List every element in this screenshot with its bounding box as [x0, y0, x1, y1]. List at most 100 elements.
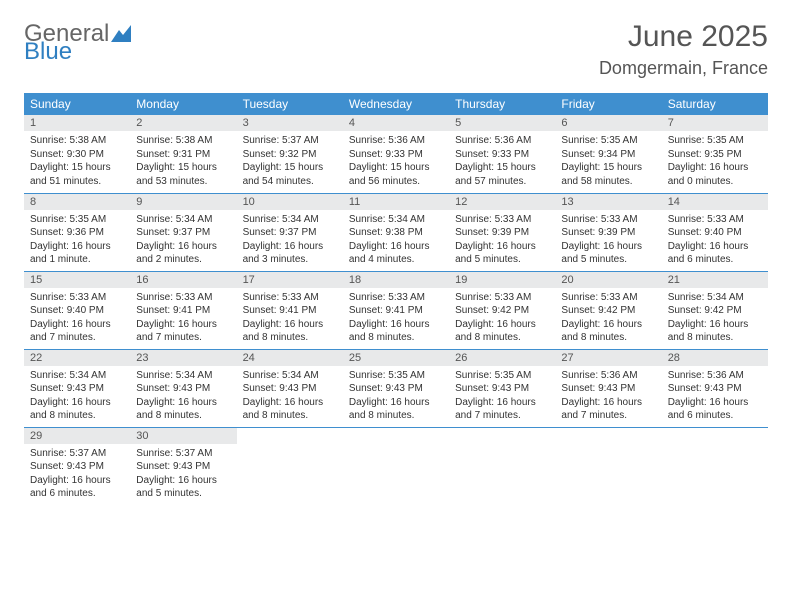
sunrise-text: Sunrise: 5:36 AM	[455, 134, 549, 148]
daylight-text: Daylight: 16 hours and 8 minutes.	[243, 318, 337, 345]
weekday-header: Tuesday	[237, 93, 343, 115]
daylight-text: Daylight: 16 hours and 5 minutes.	[561, 240, 655, 267]
daylight-text: Daylight: 16 hours and 0 minutes.	[668, 161, 762, 188]
day-number: 26	[449, 350, 555, 366]
daylight-text: Daylight: 16 hours and 7 minutes.	[455, 396, 549, 423]
sunrise-text: Sunrise: 5:33 AM	[668, 213, 762, 227]
daylight-text: Daylight: 15 hours and 58 minutes.	[561, 161, 655, 188]
calendar-cell: 6Sunrise: 5:35 AMSunset: 9:34 PMDaylight…	[555, 115, 661, 193]
sunrise-text: Sunrise: 5:33 AM	[349, 291, 443, 305]
sunset-text: Sunset: 9:33 PM	[349, 148, 443, 162]
calendar-cell: 27Sunrise: 5:36 AMSunset: 9:43 PMDayligh…	[555, 349, 661, 427]
location: Domgermain, France	[599, 58, 768, 79]
sunset-text: Sunset: 9:33 PM	[455, 148, 549, 162]
sunrise-text: Sunrise: 5:37 AM	[136, 447, 230, 461]
day-body: Sunrise: 5:34 AMSunset: 9:42 PMDaylight:…	[662, 288, 768, 349]
calendar-cell: 3Sunrise: 5:37 AMSunset: 9:32 PMDaylight…	[237, 115, 343, 193]
day-number: 23	[130, 350, 236, 366]
calendar-cell: 19Sunrise: 5:33 AMSunset: 9:42 PMDayligh…	[449, 271, 555, 349]
daylight-text: Daylight: 15 hours and 56 minutes.	[349, 161, 443, 188]
day-body: Sunrise: 5:35 AMSunset: 9:36 PMDaylight:…	[24, 210, 130, 271]
day-number: 5	[449, 115, 555, 131]
day-number: 27	[555, 350, 661, 366]
day-number: 8	[24, 194, 130, 210]
day-number: 24	[237, 350, 343, 366]
sunrise-text: Sunrise: 5:35 AM	[668, 134, 762, 148]
day-number: 16	[130, 272, 236, 288]
day-body: Sunrise: 5:36 AMSunset: 9:33 PMDaylight:…	[449, 131, 555, 192]
day-body: Sunrise: 5:36 AMSunset: 9:43 PMDaylight:…	[555, 366, 661, 427]
calendar-cell: 29Sunrise: 5:37 AMSunset: 9:43 PMDayligh…	[24, 427, 130, 505]
day-body: Sunrise: 5:33 AMSunset: 9:39 PMDaylight:…	[555, 210, 661, 271]
day-number: 2	[130, 115, 236, 131]
sunrise-text: Sunrise: 5:35 AM	[455, 369, 549, 383]
day-body: Sunrise: 5:38 AMSunset: 9:31 PMDaylight:…	[130, 131, 236, 192]
sunrise-text: Sunrise: 5:37 AM	[243, 134, 337, 148]
sunset-text: Sunset: 9:43 PM	[349, 382, 443, 396]
day-body: Sunrise: 5:34 AMSunset: 9:43 PMDaylight:…	[237, 366, 343, 427]
daylight-text: Daylight: 15 hours and 51 minutes.	[30, 161, 124, 188]
sunset-text: Sunset: 9:43 PM	[455, 382, 549, 396]
day-body: Sunrise: 5:37 AMSunset: 9:43 PMDaylight:…	[130, 444, 236, 505]
day-body: Sunrise: 5:33 AMSunset: 9:41 PMDaylight:…	[237, 288, 343, 349]
sunrise-text: Sunrise: 5:33 AM	[561, 291, 655, 305]
daylight-text: Daylight: 15 hours and 53 minutes.	[136, 161, 230, 188]
calendar-cell: 22Sunrise: 5:34 AMSunset: 9:43 PMDayligh…	[24, 349, 130, 427]
weekday-header: Friday	[555, 93, 661, 115]
day-body: Sunrise: 5:33 AMSunset: 9:41 PMDaylight:…	[343, 288, 449, 349]
daylight-text: Daylight: 16 hours and 8 minutes.	[561, 318, 655, 345]
day-body: Sunrise: 5:35 AMSunset: 9:35 PMDaylight:…	[662, 131, 768, 192]
sunset-text: Sunset: 9:42 PM	[455, 304, 549, 318]
calendar-cell: 26 Sunrise: 5:35 AMSunset: 9:43 PMDayligh…	[449, 349, 555, 427]
calendar-cell: 15Sunrise: 5:33 AMSunset: 9:40 PMDayligh…	[24, 271, 130, 349]
day-body: Sunrise: 5:38 AMSunset: 9:30 PMDaylight:…	[24, 131, 130, 192]
sunrise-text: Sunrise: 5:37 AM	[30, 447, 124, 461]
day-number: 28	[662, 350, 768, 366]
title-block: June 2025 Domgermain, France	[599, 20, 768, 79]
sunset-text: Sunset: 9:41 PM	[349, 304, 443, 318]
sunrise-text: Sunrise: 5:34 AM	[243, 213, 337, 227]
calendar-cell: 24Sunrise: 5:34 AMSunset: 9:43 PMDayligh…	[237, 349, 343, 427]
sunset-text: Sunset: 9:42 PM	[561, 304, 655, 318]
sunrise-text: Sunrise: 5:33 AM	[455, 213, 549, 227]
calendar-cell: 5Sunrise: 5:36 AMSunset: 9:33 PMDaylight…	[449, 115, 555, 193]
calendar-cell: 16Sunrise: 5:33 AMSunset: 9:41 PMDayligh…	[130, 271, 236, 349]
daylight-text: Daylight: 16 hours and 7 minutes.	[561, 396, 655, 423]
sunset-text: Sunset: 9:43 PM	[668, 382, 762, 396]
day-number: 7	[662, 115, 768, 131]
day-body: Sunrise: 5:34 AMSunset: 9:37 PMDaylight:…	[130, 210, 236, 271]
day-number: 10	[237, 194, 343, 210]
calendar-cell: 21Sunrise: 5:34 AMSunset: 9:42 PMDayligh…	[662, 271, 768, 349]
sunset-text: Sunset: 9:43 PM	[136, 460, 230, 474]
day-number: 6	[555, 115, 661, 131]
day-number: 11	[343, 194, 449, 210]
daylight-text: Daylight: 16 hours and 7 minutes.	[30, 318, 124, 345]
calendar-cell	[237, 427, 343, 505]
weekday-header: Thursday	[449, 93, 555, 115]
day-number: 4	[343, 115, 449, 131]
sunrise-text: Sunrise: 5:33 AM	[30, 291, 124, 305]
day-number: 29	[24, 428, 130, 444]
weekday-header: Sunday	[24, 93, 130, 115]
day-number: 15	[24, 272, 130, 288]
weekday-header: Wednesday	[343, 93, 449, 115]
month-title: June 2025	[599, 20, 768, 54]
sunrise-text: Sunrise: 5:34 AM	[30, 369, 124, 383]
weekday-header: Monday	[130, 93, 236, 115]
daylight-text: Daylight: 16 hours and 8 minutes.	[349, 396, 443, 423]
calendar-cell	[662, 427, 768, 505]
logo-blue: Blue	[24, 38, 72, 66]
day-body: Sunrise: 5:33 AMSunset: 9:39 PMDaylight:…	[449, 210, 555, 271]
day-body: Sunrise: 5:34 AMSunset: 9:43 PMDaylight:…	[130, 366, 236, 427]
sunset-text: Sunset: 9:36 PM	[30, 226, 124, 240]
calendar-cell: 12Sunrise: 5:33 AMSunset: 9:39 PMDayligh…	[449, 193, 555, 271]
calendar-row: 15Sunrise: 5:33 AMSunset: 9:40 PMDayligh…	[24, 271, 768, 349]
calendar-cell: 23Sunrise: 5:34 AMSunset: 9:43 PMDayligh…	[130, 349, 236, 427]
daylight-text: Daylight: 15 hours and 57 minutes.	[455, 161, 549, 188]
sunset-text: Sunset: 9:39 PM	[455, 226, 549, 240]
calendar-cell	[555, 427, 661, 505]
day-body: Sunrise: 5:36 AMSunset: 9:43 PMDaylight:…	[662, 366, 768, 427]
sunrise-text: Sunrise: 5:34 AM	[349, 213, 443, 227]
day-number: 30	[130, 428, 236, 444]
daylight-text: Daylight: 16 hours and 2 minutes.	[136, 240, 230, 267]
